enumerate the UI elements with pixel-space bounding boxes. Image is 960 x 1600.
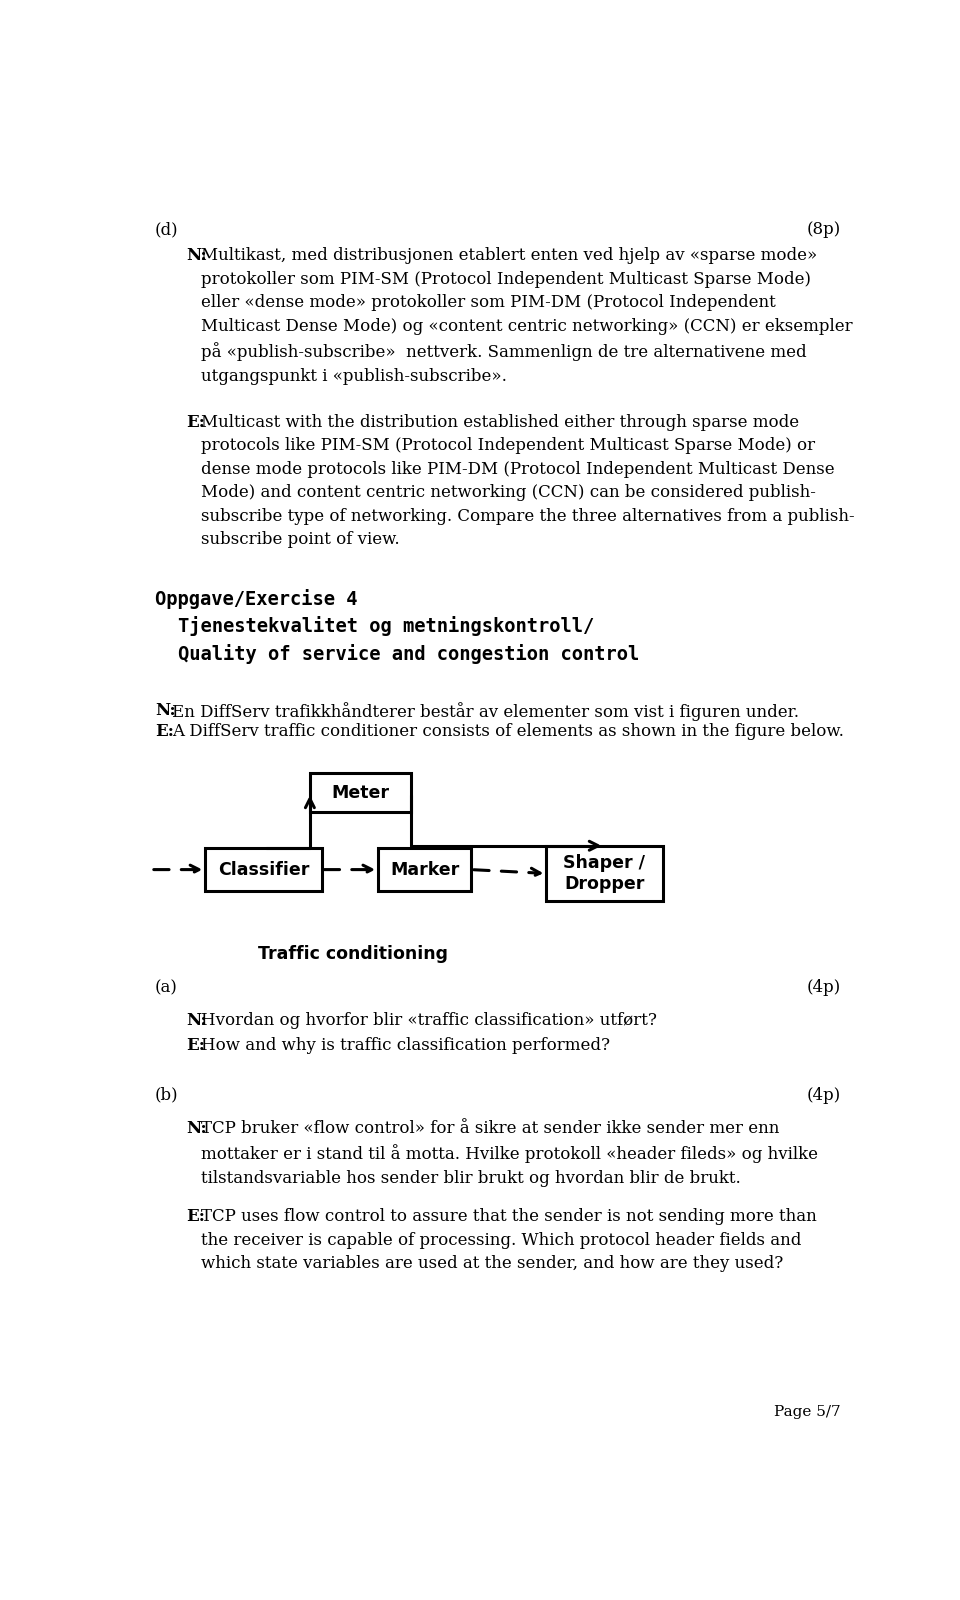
FancyBboxPatch shape [546,846,662,901]
FancyBboxPatch shape [378,848,471,891]
Text: TCP uses flow control to assure that the sender is not sending more than
the rec: TCP uses flow control to assure that the… [202,1208,817,1272]
Text: N:: N: [186,1013,206,1029]
Text: (8p): (8p) [806,221,841,238]
Text: (b): (b) [155,1086,179,1104]
Text: E:: E: [186,414,204,430]
Text: Marker: Marker [390,861,459,878]
Text: Quality of service and congestion control: Quality of service and congestion contro… [179,643,639,664]
Text: (d): (d) [155,221,179,238]
Text: (4p): (4p) [806,1086,841,1104]
Text: N:: N: [186,248,206,264]
Text: Traffic conditioning: Traffic conditioning [257,946,447,963]
FancyBboxPatch shape [205,848,322,891]
Text: Hvordan og hvorfor blir «traffic classification» utført?: Hvordan og hvorfor blir «traffic classif… [202,1013,658,1029]
Text: N:: N: [186,1120,206,1138]
Text: TCP bruker «flow control» for å sikre at sender ikke sender mer enn
mottaker er : TCP bruker «flow control» for å sikre at… [202,1120,818,1187]
Text: Multikast, med distribusjonen etablert enten ved hjelp av «sparse mode»
protokol: Multikast, med distribusjonen etablert e… [202,248,853,384]
Text: Oppgave/Exercise 4: Oppgave/Exercise 4 [155,589,357,608]
Text: How and why is traffic classification performed?: How and why is traffic classification pe… [202,1037,611,1054]
Text: E:: E: [155,723,174,741]
Text: Classifier: Classifier [218,861,309,878]
Text: Tjenestekvalitet og metningskontroll/: Tjenestekvalitet og metningskontroll/ [179,616,594,637]
Text: A DiffServ traffic conditioner consists of elements as shown in the figure below: A DiffServ traffic conditioner consists … [172,723,844,741]
Text: Page 5/7: Page 5/7 [774,1405,841,1419]
Text: Multicast with the distribution established either through sparse mode
protocols: Multicast with the distribution establis… [202,414,855,549]
FancyBboxPatch shape [310,773,411,811]
Text: E:: E: [186,1037,204,1054]
Text: (4p): (4p) [806,979,841,995]
Text: N:: N: [155,702,176,718]
Text: (a): (a) [155,979,178,995]
Text: Meter: Meter [331,784,389,802]
Text: E:: E: [186,1208,204,1226]
Text: Shaper /
Dropper: Shaper / Dropper [564,854,645,893]
Text: En DiffServ trafikkhåndterer består av elementer som vist i figuren under.: En DiffServ trafikkhåndterer består av e… [172,702,799,720]
